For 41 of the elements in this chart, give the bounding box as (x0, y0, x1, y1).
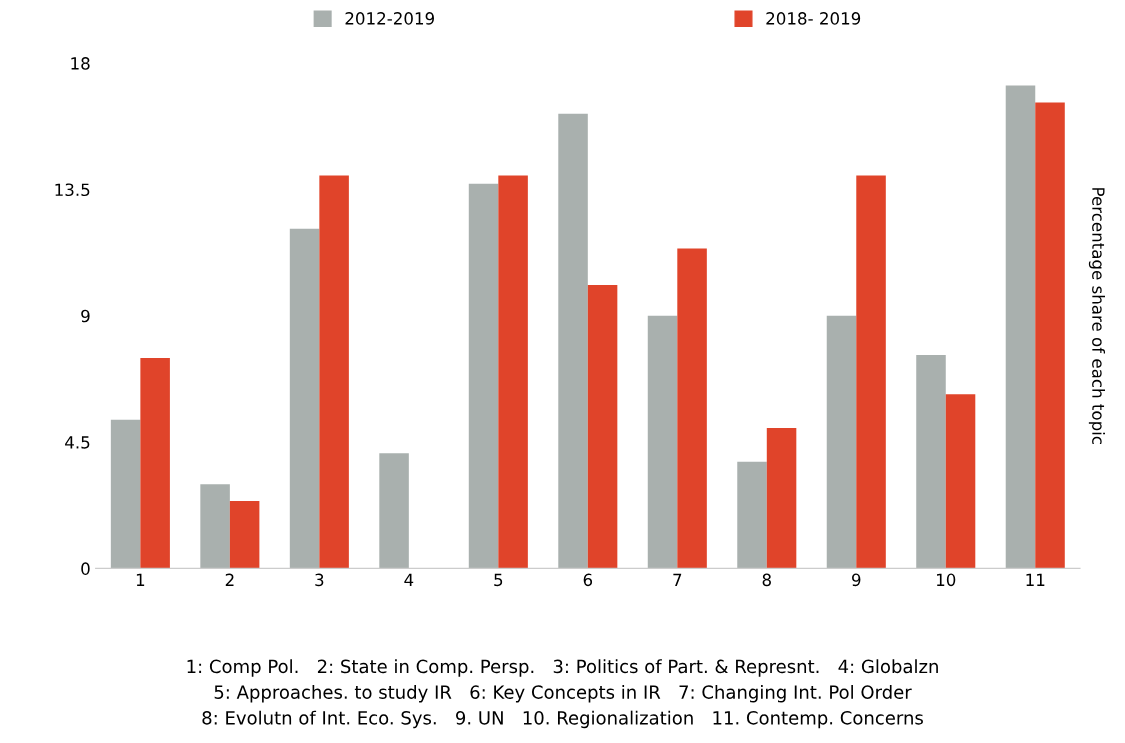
bar (856, 175, 886, 569)
bar (229, 501, 260, 569)
bar (468, 183, 499, 569)
bar (319, 175, 349, 569)
bar (110, 419, 141, 569)
bar (498, 175, 528, 569)
x-tick-label: 6 (583, 573, 593, 587)
legend-label: 2012-2019 (345, 12, 434, 25)
x-tick-label: 3 (315, 573, 324, 587)
bar (826, 315, 857, 569)
bar (140, 357, 170, 569)
bar (737, 461, 767, 569)
legend-label: 2018- 2019 (766, 12, 861, 25)
x-tick-label: 10 (936, 573, 956, 587)
bar (587, 284, 618, 569)
bar (945, 394, 976, 569)
bar (289, 228, 320, 569)
x-tick-label: 8 (762, 573, 771, 587)
bar (558, 113, 588, 569)
y-tick-label: 18 (71, 57, 90, 70)
x-tick-label: 7 (673, 573, 682, 586)
bar (766, 428, 797, 569)
y-tick-label: 0 (81, 562, 90, 575)
x-tick-label: 2 (225, 573, 234, 586)
x-tick-label: 11 (1026, 573, 1045, 586)
x-tick-label: 1 (136, 573, 145, 586)
bar (1005, 85, 1036, 569)
y-tick-label: 13.5 (55, 183, 90, 197)
bar (379, 453, 409, 569)
y-tick-label: 9 (81, 309, 90, 323)
x-tick-label: 4 (404, 573, 414, 586)
text: 1: Comp Pol. 2: State in Comp. Persp. 3: Politics of Part. & Represnt. 4: Globalzn 5: Approaches. to study IR 6: Key Concepts in IR 7: Changing Int. Pol Order 8: Evolutn of Int. Eco. Sys. 9. UN 10. Regionalization 11. Contemp. Concerns (187, 659, 938, 729)
y-axis-title: Percentage share of each topic (1088, 188, 1105, 444)
x-tick-label: 9 (852, 573, 861, 587)
y-tick-label: 4.5 (65, 436, 90, 449)
bar (677, 248, 707, 569)
bar (647, 315, 678, 569)
bar (916, 355, 946, 569)
x-tick-label: 5 (494, 573, 503, 587)
bar (1035, 102, 1065, 569)
bar (200, 484, 230, 569)
